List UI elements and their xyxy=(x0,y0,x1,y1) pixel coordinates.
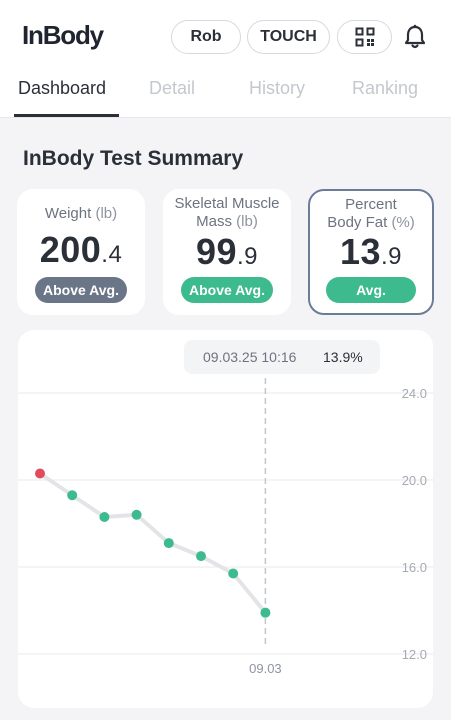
body-fat-label-line2: Body Fat xyxy=(327,214,388,231)
touch-label: TOUCH xyxy=(260,28,317,45)
tab-bar: Dashboard Detail History Ranking xyxy=(0,70,451,118)
series-line xyxy=(38,471,268,615)
weight-status-badge: Above Avg. xyxy=(35,277,127,303)
skeletal-muscle-label-line1: Skeletal Muscle xyxy=(174,195,280,212)
section-title: InBody Test Summary xyxy=(23,147,244,170)
skeletal-muscle-unit: (lb) xyxy=(236,213,258,230)
trend-chart-card: 24.0 20.0 16.0 12.0 09.03 09.03.25 10:16 13.… xyxy=(18,330,433,708)
skeletal-muscle-status-badge: Above Avg. xyxy=(181,277,273,303)
tooltip-value: 13.9% xyxy=(323,349,363,365)
skeletal-muscle-card[interactable]: Skeletal Muscle Mass (lb) 99.9 Above Avg… xyxy=(163,189,291,315)
tooltip-date: 09.03.25 10:16 xyxy=(203,349,297,365)
y-tick-label: 12.0 xyxy=(402,647,427,662)
qr-code-icon xyxy=(355,27,374,47)
data-point xyxy=(67,490,78,501)
tab-dashboard[interactable]: Dashboard xyxy=(18,78,107,98)
weight-value-dec: .4 xyxy=(101,241,123,268)
body-fat-label-line1: Percent xyxy=(345,196,397,213)
x-tick-label: 09.03 xyxy=(249,661,282,676)
app-logo: InBody xyxy=(22,20,104,50)
y-tick-label: 16.0 xyxy=(402,560,427,575)
touch-button[interactable]: TOUCH xyxy=(247,20,330,54)
skeletal-muscle-value-int: 99 xyxy=(195,231,238,272)
weight-value: 200.4 xyxy=(17,229,145,271)
body-fat-card[interactable]: Percent Body Fat (%) 13.9 Avg. xyxy=(308,189,434,315)
bell-icon[interactable] xyxy=(400,22,430,52)
skeletal-muscle-value: 99.9 xyxy=(163,231,291,273)
tab-history[interactable]: History xyxy=(249,78,306,98)
body-fat-trend-chart[interactable]: 24.0 20.0 16.0 12.0 09.03 xyxy=(18,330,433,708)
user-name-label: Rob xyxy=(190,28,222,45)
weight-value-int: 200 xyxy=(39,229,102,270)
skeletal-muscle-label: Skeletal Muscle Mass (lb) xyxy=(163,195,291,231)
data-point xyxy=(131,509,142,520)
skeletal-muscle-label-line2: Mass xyxy=(196,213,232,230)
active-tab-indicator xyxy=(14,114,119,117)
data-point xyxy=(99,511,110,522)
qr-code-button[interactable] xyxy=(337,20,392,54)
data-point xyxy=(228,568,239,579)
body-fat-value-dec: .9 xyxy=(381,243,403,270)
body-fat-status-badge: Avg. xyxy=(326,277,416,303)
weight-card[interactable]: Weight (lb) 200.4 Above Avg. xyxy=(17,189,145,315)
weight-label-text: Weight xyxy=(44,205,92,222)
top-bar: InBody Rob TOUCH Dashboard Detail Histor… xyxy=(0,0,451,118)
tab-detail[interactable]: Detail xyxy=(149,78,196,98)
body-fat-value: 13.9 xyxy=(310,231,432,273)
y-tick-label: 20.0 xyxy=(402,473,427,488)
body-fat-unit: (%) xyxy=(391,214,415,231)
data-point xyxy=(196,551,206,562)
data-point xyxy=(35,468,45,479)
tab-ranking[interactable]: Ranking xyxy=(352,78,419,98)
data-point xyxy=(163,538,174,549)
data-point xyxy=(260,607,271,618)
body-fat-value-int: 13 xyxy=(339,231,382,272)
body-fat-label: Percent Body Fat (%) xyxy=(310,196,432,232)
weight-label: Weight (lb) xyxy=(17,205,145,223)
skeletal-muscle-value-dec: .9 xyxy=(237,243,259,270)
weight-unit: (lb) xyxy=(95,205,118,222)
chart-tooltip: 09.03.25 10:16 13.9% xyxy=(184,340,380,374)
tab-divider xyxy=(0,117,451,118)
y-tick-label: 24.0 xyxy=(402,386,427,401)
user-profile-button[interactable]: Rob xyxy=(171,20,241,54)
